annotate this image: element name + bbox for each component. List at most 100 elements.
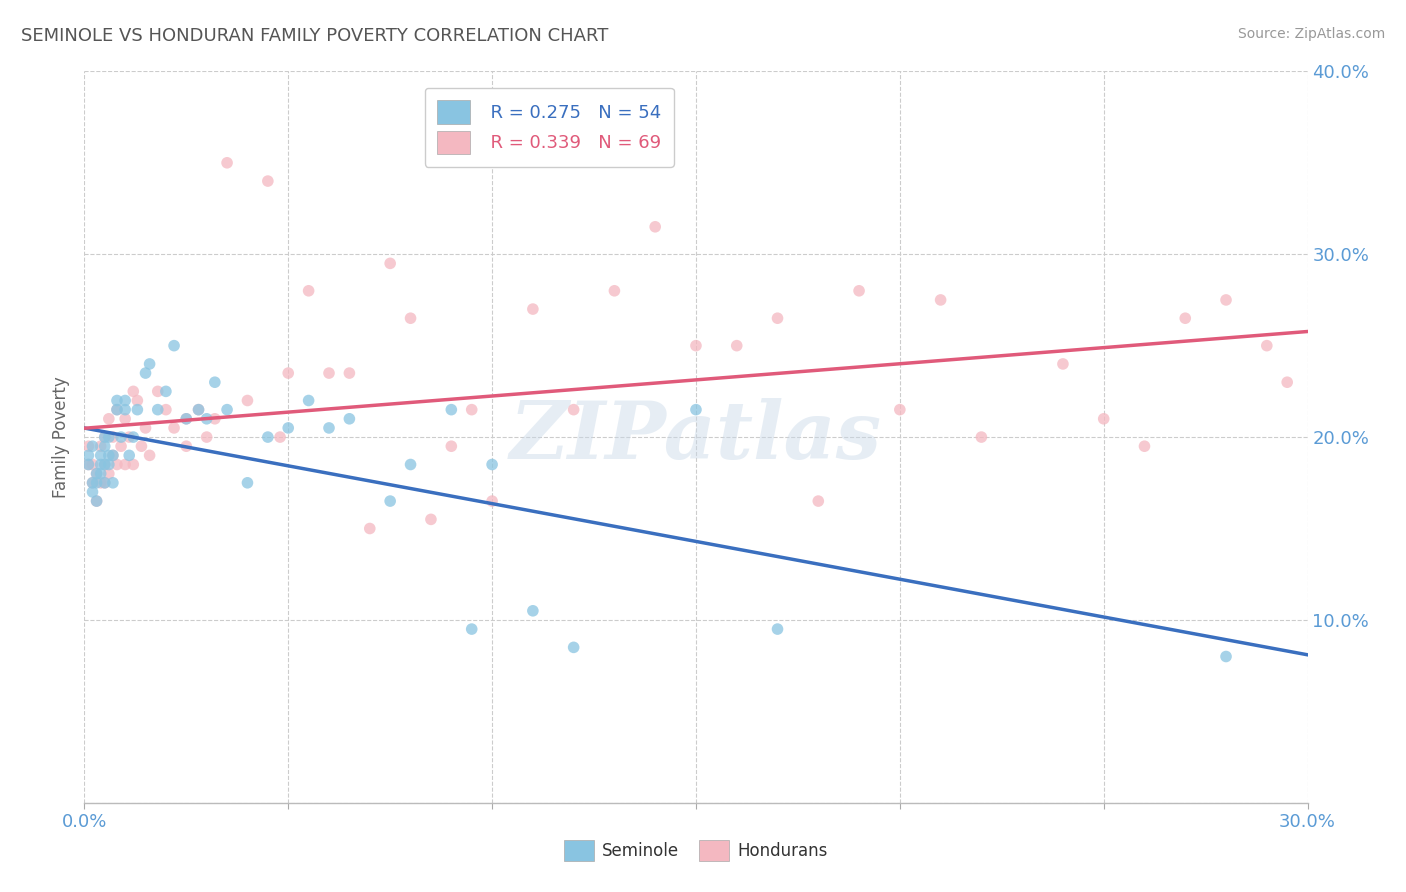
Point xyxy=(848,284,870,298)
Point xyxy=(195,430,218,444)
Point xyxy=(97,467,120,481)
Point xyxy=(187,402,209,417)
Point xyxy=(114,393,136,408)
Point xyxy=(155,402,177,417)
Point xyxy=(90,467,112,481)
Point xyxy=(114,402,136,417)
Point xyxy=(603,284,626,298)
Point xyxy=(86,467,108,481)
Point xyxy=(97,458,120,472)
Point xyxy=(440,402,463,417)
Point xyxy=(1215,293,1237,307)
Point xyxy=(105,393,128,408)
Point xyxy=(399,311,422,326)
Point xyxy=(93,475,115,490)
Point xyxy=(135,421,157,435)
Point xyxy=(562,640,585,655)
Point xyxy=(97,430,120,444)
Point xyxy=(461,402,484,417)
Point xyxy=(131,439,153,453)
Point xyxy=(380,494,402,508)
Point xyxy=(122,458,145,472)
Point xyxy=(101,448,124,462)
Legend: Seminole, Hondurans: Seminole, Hondurans xyxy=(557,833,835,868)
Point xyxy=(1174,311,1197,326)
Point xyxy=(114,412,136,426)
Point xyxy=(204,412,226,426)
Point xyxy=(440,439,463,453)
Point xyxy=(187,402,209,417)
Point xyxy=(86,467,108,481)
Point xyxy=(522,301,544,317)
Point xyxy=(257,174,280,188)
Point xyxy=(204,375,226,389)
Point xyxy=(77,458,100,472)
Point xyxy=(90,475,112,490)
Point xyxy=(146,384,169,399)
Point xyxy=(174,412,197,426)
Point xyxy=(685,338,707,352)
Point xyxy=(318,421,340,435)
Point xyxy=(1133,439,1156,453)
Point xyxy=(97,412,120,426)
Text: ZIPatlas: ZIPatlas xyxy=(510,399,882,475)
Point xyxy=(339,412,361,426)
Point xyxy=(90,439,112,453)
Point xyxy=(359,521,381,535)
Point xyxy=(481,494,503,508)
Point xyxy=(93,430,115,444)
Point xyxy=(420,512,443,526)
Point xyxy=(339,366,361,380)
Point xyxy=(380,256,402,270)
Point xyxy=(105,458,128,472)
Point xyxy=(155,384,177,399)
Point xyxy=(298,284,321,298)
Point xyxy=(929,293,952,307)
Point xyxy=(93,439,115,453)
Point xyxy=(461,622,484,636)
Point xyxy=(122,384,145,399)
Point xyxy=(97,448,120,462)
Point xyxy=(217,402,239,417)
Point xyxy=(277,421,299,435)
Point xyxy=(101,448,124,462)
Point xyxy=(118,430,141,444)
Point xyxy=(298,393,321,408)
Point xyxy=(138,357,160,371)
Point xyxy=(277,366,299,380)
Point xyxy=(77,458,100,472)
Point xyxy=(93,430,115,444)
Point xyxy=(93,475,115,490)
Point xyxy=(1215,649,1237,664)
Point xyxy=(86,475,108,490)
Y-axis label: Family Poverty: Family Poverty xyxy=(52,376,70,498)
Point xyxy=(889,402,911,417)
Point xyxy=(135,366,157,380)
Point xyxy=(86,494,108,508)
Point xyxy=(82,485,104,500)
Point xyxy=(236,475,259,490)
Point xyxy=(1256,338,1278,352)
Point xyxy=(93,458,115,472)
Point xyxy=(1052,357,1074,371)
Point xyxy=(77,439,100,453)
Point xyxy=(236,393,259,408)
Point xyxy=(77,448,100,462)
Point xyxy=(766,622,789,636)
Point xyxy=(217,156,239,170)
Point xyxy=(163,421,186,435)
Point xyxy=(82,439,104,453)
Point xyxy=(481,458,503,472)
Point xyxy=(90,458,112,472)
Point xyxy=(146,402,169,417)
Point xyxy=(138,448,160,462)
Point xyxy=(82,458,104,472)
Point xyxy=(101,430,124,444)
Point xyxy=(522,604,544,618)
Point xyxy=(399,458,422,472)
Point xyxy=(90,448,112,462)
Point xyxy=(110,430,132,444)
Point xyxy=(970,430,993,444)
Point xyxy=(269,430,291,444)
Point xyxy=(110,439,132,453)
